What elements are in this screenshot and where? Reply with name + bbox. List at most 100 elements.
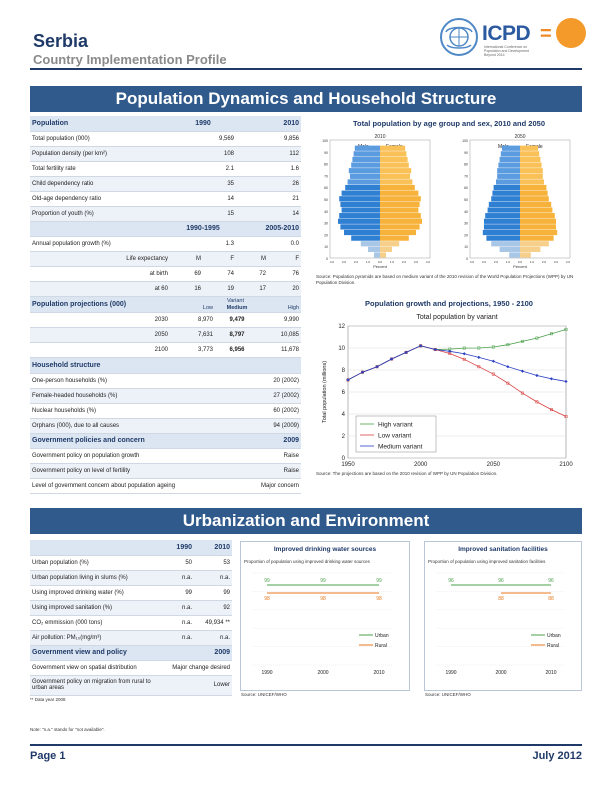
male-bar (353, 151, 380, 157)
pyramid-frame (329, 139, 431, 259)
legend-label: Rural (375, 643, 387, 649)
female-bar (380, 218, 422, 224)
population-table: Population 1990 2010 Total population (000… (30, 116, 301, 297)
cell: 0.0 (236, 236, 301, 252)
male-bar (368, 246, 380, 252)
x-tick: 2.0 (402, 260, 407, 264)
row-label: Old-age dependency ratio (30, 191, 170, 207)
y-tick: 0 (342, 456, 346, 462)
cell: Lower (160, 675, 232, 696)
x-label: Percent (513, 264, 528, 269)
female-bar (380, 213, 421, 219)
row-label: 2100 (30, 342, 170, 358)
cell: 7,631 (170, 327, 215, 343)
sanitation-chart: 96 96 96 88 88 1990 2000 2010 Urban Rural (437, 572, 565, 676)
data-point (462, 357, 466, 361)
icpd-logo-text: ICPD (482, 22, 531, 45)
cell: Raise (230, 448, 301, 464)
y-tick: 12 (338, 324, 345, 330)
footnote: Note: "n.a." stands for "not available". (30, 727, 105, 732)
data-point (477, 346, 481, 350)
urban-value: 96 (548, 578, 554, 584)
y-tick: 10 (338, 346, 345, 352)
footer-rule (30, 744, 582, 746)
female-bar (380, 252, 386, 258)
water-panel: Improved drinking water sources Proporti… (240, 541, 410, 691)
male-bar (354, 145, 380, 151)
age-tick: 10 (464, 245, 468, 249)
male-bar (499, 246, 520, 252)
sanitation-subtitle: Proportion of population using improved … (428, 559, 546, 564)
section-banner-population: Population Dynamics and Household Struct… (30, 86, 582, 112)
cell: 21 (236, 191, 301, 207)
y-axis-label: Total population (millions) (322, 361, 328, 423)
female-bar (380, 196, 421, 202)
x-tick: 2000 (317, 670, 328, 676)
x-tick: 1.0 (530, 260, 535, 264)
cell: Raise (230, 463, 301, 479)
row-label: Government policy on population growth (30, 448, 230, 464)
page-number: Page 1 (30, 750, 66, 762)
data-point (564, 379, 568, 384)
cell: n.a. (160, 630, 194, 646)
age-tick: 60 (324, 186, 328, 190)
male-bar (496, 179, 520, 185)
cell: 2.1 (170, 161, 236, 177)
data-point (564, 415, 568, 418)
female-bar (380, 235, 409, 241)
col-2005-2010: 2005-2010 (236, 221, 301, 237)
variant-label: Variant (170, 296, 301, 305)
page-subtitle: Country Implementation Profile (33, 52, 227, 67)
male-bar (340, 201, 380, 208)
cell: 92 (194, 600, 232, 616)
male-bar (351, 162, 380, 168)
cell: 69 (170, 266, 203, 282)
female-bar (380, 162, 409, 168)
x-tick: 2000 (414, 462, 428, 468)
legend-label: Urban (547, 633, 561, 639)
row-label: Level of government concern about popula… (30, 478, 230, 494)
female-bar (380, 173, 410, 179)
section-banner-urbanization: Urbanization and Environment (30, 508, 582, 534)
cell: 14 (236, 206, 301, 222)
male-bar (499, 156, 520, 163)
data-point (506, 343, 510, 347)
col-1990: 1990 (170, 116, 236, 132)
x-tick: 0.0 (378, 260, 383, 264)
male-bar (340, 224, 380, 230)
data-point (448, 349, 452, 353)
female-bar (520, 190, 548, 196)
logo-equals: = (540, 23, 552, 45)
male-bar (350, 173, 380, 179)
male-bar (488, 201, 520, 208)
urban-table-block: 1990 2010 Urban population (%) 50 53 Urban … (30, 540, 232, 703)
row-label: CO₂ emmission (000 tons) (30, 615, 160, 631)
row-label: 2050 (30, 327, 170, 343)
x-tick: 1.0 (506, 260, 511, 264)
rural-value: 98 (376, 596, 382, 602)
cell: 35 (170, 176, 236, 192)
pyramid-year: 2050 (514, 134, 525, 140)
female-bar (520, 201, 552, 208)
data-point (535, 400, 539, 404)
male-bar (345, 184, 380, 191)
female-bar (380, 229, 416, 236)
orange-logo-icon (556, 18, 586, 48)
male-bar (341, 207, 380, 213)
x-tick: 2100 (559, 462, 573, 468)
cell: 19 (203, 281, 236, 297)
age-tick: 80 (464, 163, 468, 167)
data-point (462, 352, 466, 356)
male-bar (491, 241, 520, 247)
row-label: Nuclear households (%) (30, 403, 230, 419)
cell: 49,934 ** (194, 615, 232, 631)
cell: 20 (268, 281, 301, 297)
gov-view-header: Government view and policy (30, 645, 194, 661)
row-label: Urban population living in slums (%) (30, 570, 160, 586)
age-tick: 50 (324, 198, 328, 202)
row-label: Child dependency ratio (30, 176, 170, 192)
female-bar (380, 179, 413, 185)
female-bar (380, 184, 415, 191)
data-point (520, 339, 524, 343)
x-label: Percent (373, 264, 388, 269)
